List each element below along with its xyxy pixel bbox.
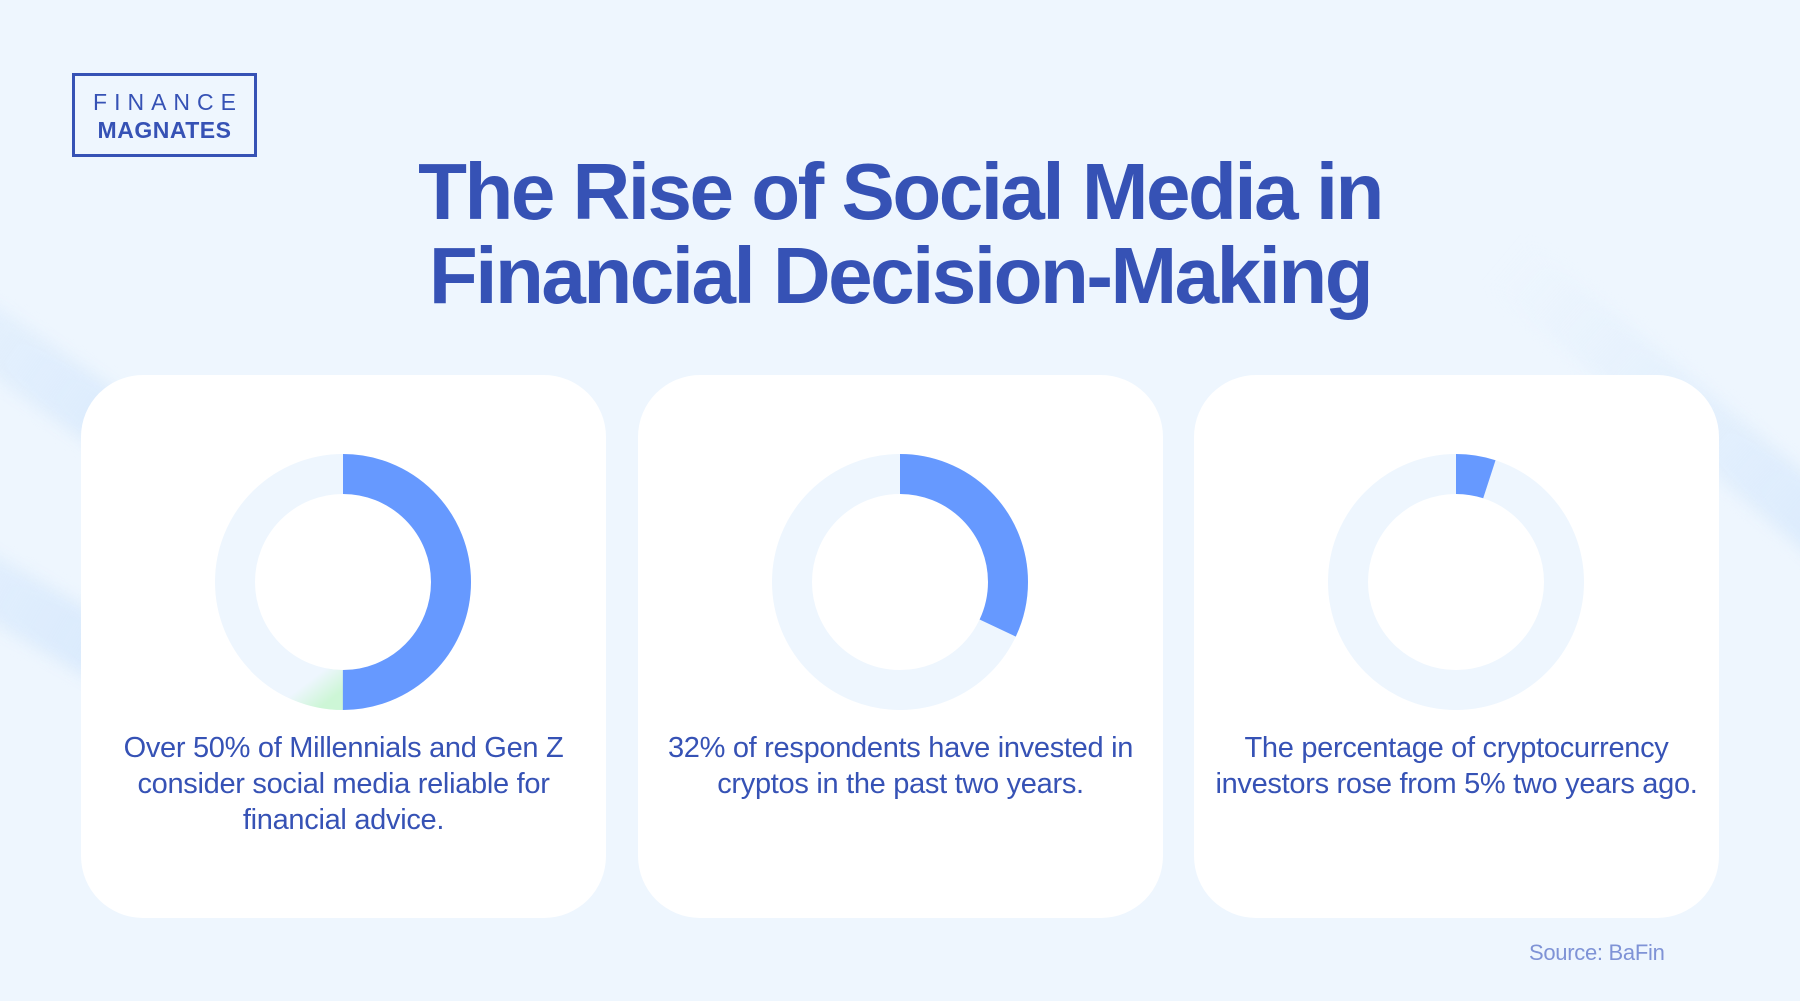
source-credit: Source: BaFin [1529,940,1665,965]
donut-arc [772,454,1028,710]
stat-card-crypto-growth: The percentage of cryptocurrency investo… [1194,375,1719,918]
title-line-2: Financial Decision-Making [428,231,1374,320]
page-title: The Rise of Social Media in Financial De… [300,150,1500,318]
logo-line-magnates: MAGNATES [97,117,232,143]
donut-chart-5-percent [1328,454,1584,710]
stat-caption: The percentage of cryptocurrency investo… [1215,732,1698,800]
stat-card-crypto-investment: 32% of respondents have invested in cryp… [638,375,1163,918]
donut-arc [215,454,471,710]
finance-magnates-logo: FINANCE MAGNATES [72,73,257,157]
donut-chart-32-percent [772,454,1028,710]
stat-caption: 32% of respondents have invested in cryp… [667,732,1134,800]
stat-card-social-media-trust: Over 50% of Millennials and Gen Z consid… [81,375,606,918]
donut-arc [1328,454,1584,710]
logo-line-finance: FINANCE [93,89,243,115]
donut-chart-50-percent [215,454,471,710]
stat-caption: Over 50% of Millennials and Gen Z consid… [123,732,564,836]
title-line-1: The Rise of Social Media in [418,147,1384,236]
